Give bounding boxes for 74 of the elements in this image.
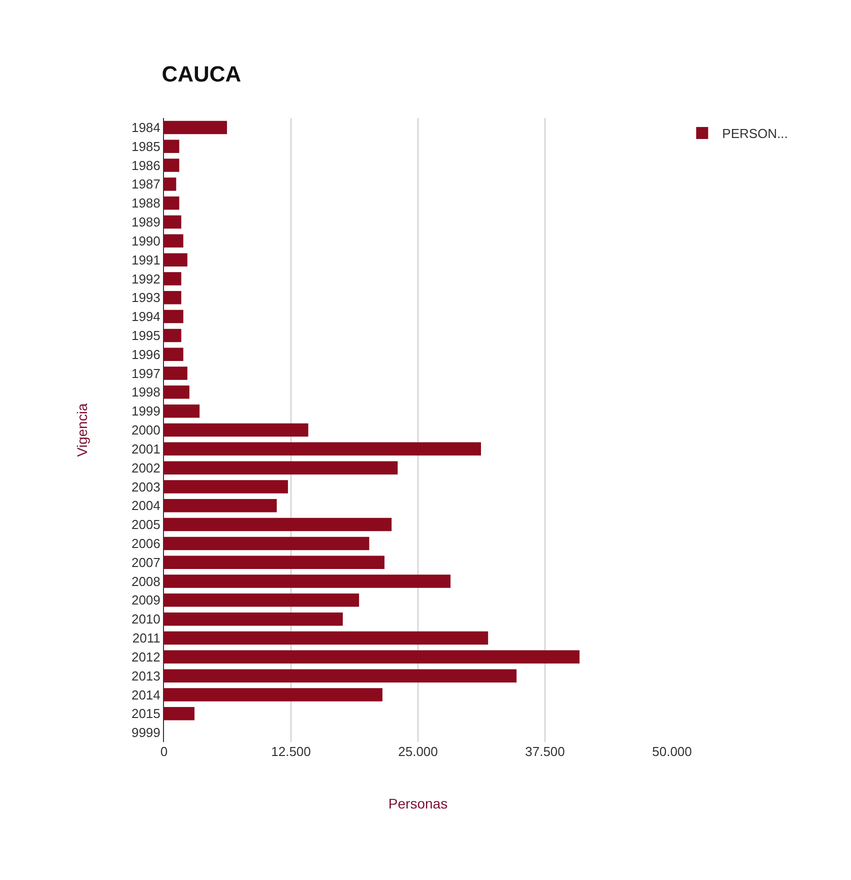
y-tick-label: 2014 <box>131 687 160 702</box>
bar <box>164 518 392 532</box>
bar <box>164 404 200 418</box>
bar <box>164 480 288 494</box>
bar <box>164 650 580 664</box>
x-tick-label: 37.500 <box>525 744 565 759</box>
bar <box>164 215 182 229</box>
y-tick-label: 2004 <box>131 498 160 514</box>
y-tick-label: 2011 <box>132 630 160 646</box>
legend-label: PERSON... <box>722 126 788 142</box>
y-tick-label: 1987 <box>131 176 160 192</box>
bar <box>164 707 194 720</box>
bar <box>164 253 188 266</box>
y-axis-title: Vigencia <box>74 403 90 457</box>
bar <box>164 536 370 550</box>
y-tick-label: 1993 <box>131 290 160 306</box>
bar <box>164 423 308 437</box>
y-tick-label: 1986 <box>131 158 160 173</box>
bar <box>164 574 451 588</box>
bar <box>164 366 188 380</box>
bar <box>164 612 343 626</box>
y-tick-label: 2000 <box>131 422 160 438</box>
bar <box>164 272 182 286</box>
y-tick-label: 1994 <box>131 309 160 324</box>
bar <box>164 234 184 248</box>
y-tick-label: 1992 <box>131 271 160 286</box>
y-tick-label: 2006 <box>131 536 160 551</box>
y-tick-label: 2013 <box>131 668 160 684</box>
bar <box>164 688 382 702</box>
bar <box>164 140 180 153</box>
y-tick-label: 1991 <box>131 252 160 268</box>
y-tick-label: 1997 <box>131 366 160 381</box>
y-tick-label: 2009 <box>131 592 160 608</box>
y-tick-label: 1984 <box>131 120 160 135</box>
bar <box>164 196 180 210</box>
bar <box>164 556 384 569</box>
y-tick-label: 2003 <box>131 479 160 494</box>
y-tick-label: 2010 <box>131 612 160 627</box>
y-tick-label: 2005 <box>131 517 160 532</box>
bar <box>164 442 481 456</box>
y-tick-label: 1996 <box>131 346 160 362</box>
bar <box>164 631 488 645</box>
y-tick-label: 1990 <box>131 233 160 248</box>
bar <box>164 328 182 342</box>
y-tick-label: 2001 <box>131 441 160 456</box>
bar <box>164 386 190 399</box>
bar <box>164 594 360 607</box>
x-tick-label: 0 <box>160 744 168 759</box>
y-tick-label: 1988 <box>131 196 160 211</box>
y-tick-label: 2012 <box>131 649 160 664</box>
y-tick-label: 2008 <box>131 574 160 589</box>
bar <box>164 310 184 324</box>
y-tick-label: 2002 <box>131 460 160 476</box>
chart-title: CAUCA <box>162 61 242 86</box>
y-tick-label: 1989 <box>131 214 160 230</box>
bar <box>164 348 184 361</box>
y-tick-label: 2007 <box>131 554 160 570</box>
y-tick-label: 1985 <box>131 138 160 154</box>
y-tick-label: 1995 <box>131 328 160 343</box>
x-axis-title: Personas <box>388 795 448 812</box>
bar <box>164 461 398 474</box>
bar <box>164 291 182 304</box>
x-tick-label: 50.000 <box>652 744 692 759</box>
x-tick-label: 25.000 <box>398 744 438 759</box>
bar <box>164 669 517 682</box>
y-tick-label: 2015 <box>131 706 160 722</box>
y-tick-label: 1999 <box>131 404 160 419</box>
x-tick-label: 12.500 <box>271 744 311 759</box>
y-tick-label: 9999 <box>131 725 160 740</box>
bar <box>164 120 227 134</box>
bar <box>164 178 176 191</box>
y-tick-label: 1998 <box>131 384 160 400</box>
bar <box>164 499 277 512</box>
bar <box>164 158 180 172</box>
